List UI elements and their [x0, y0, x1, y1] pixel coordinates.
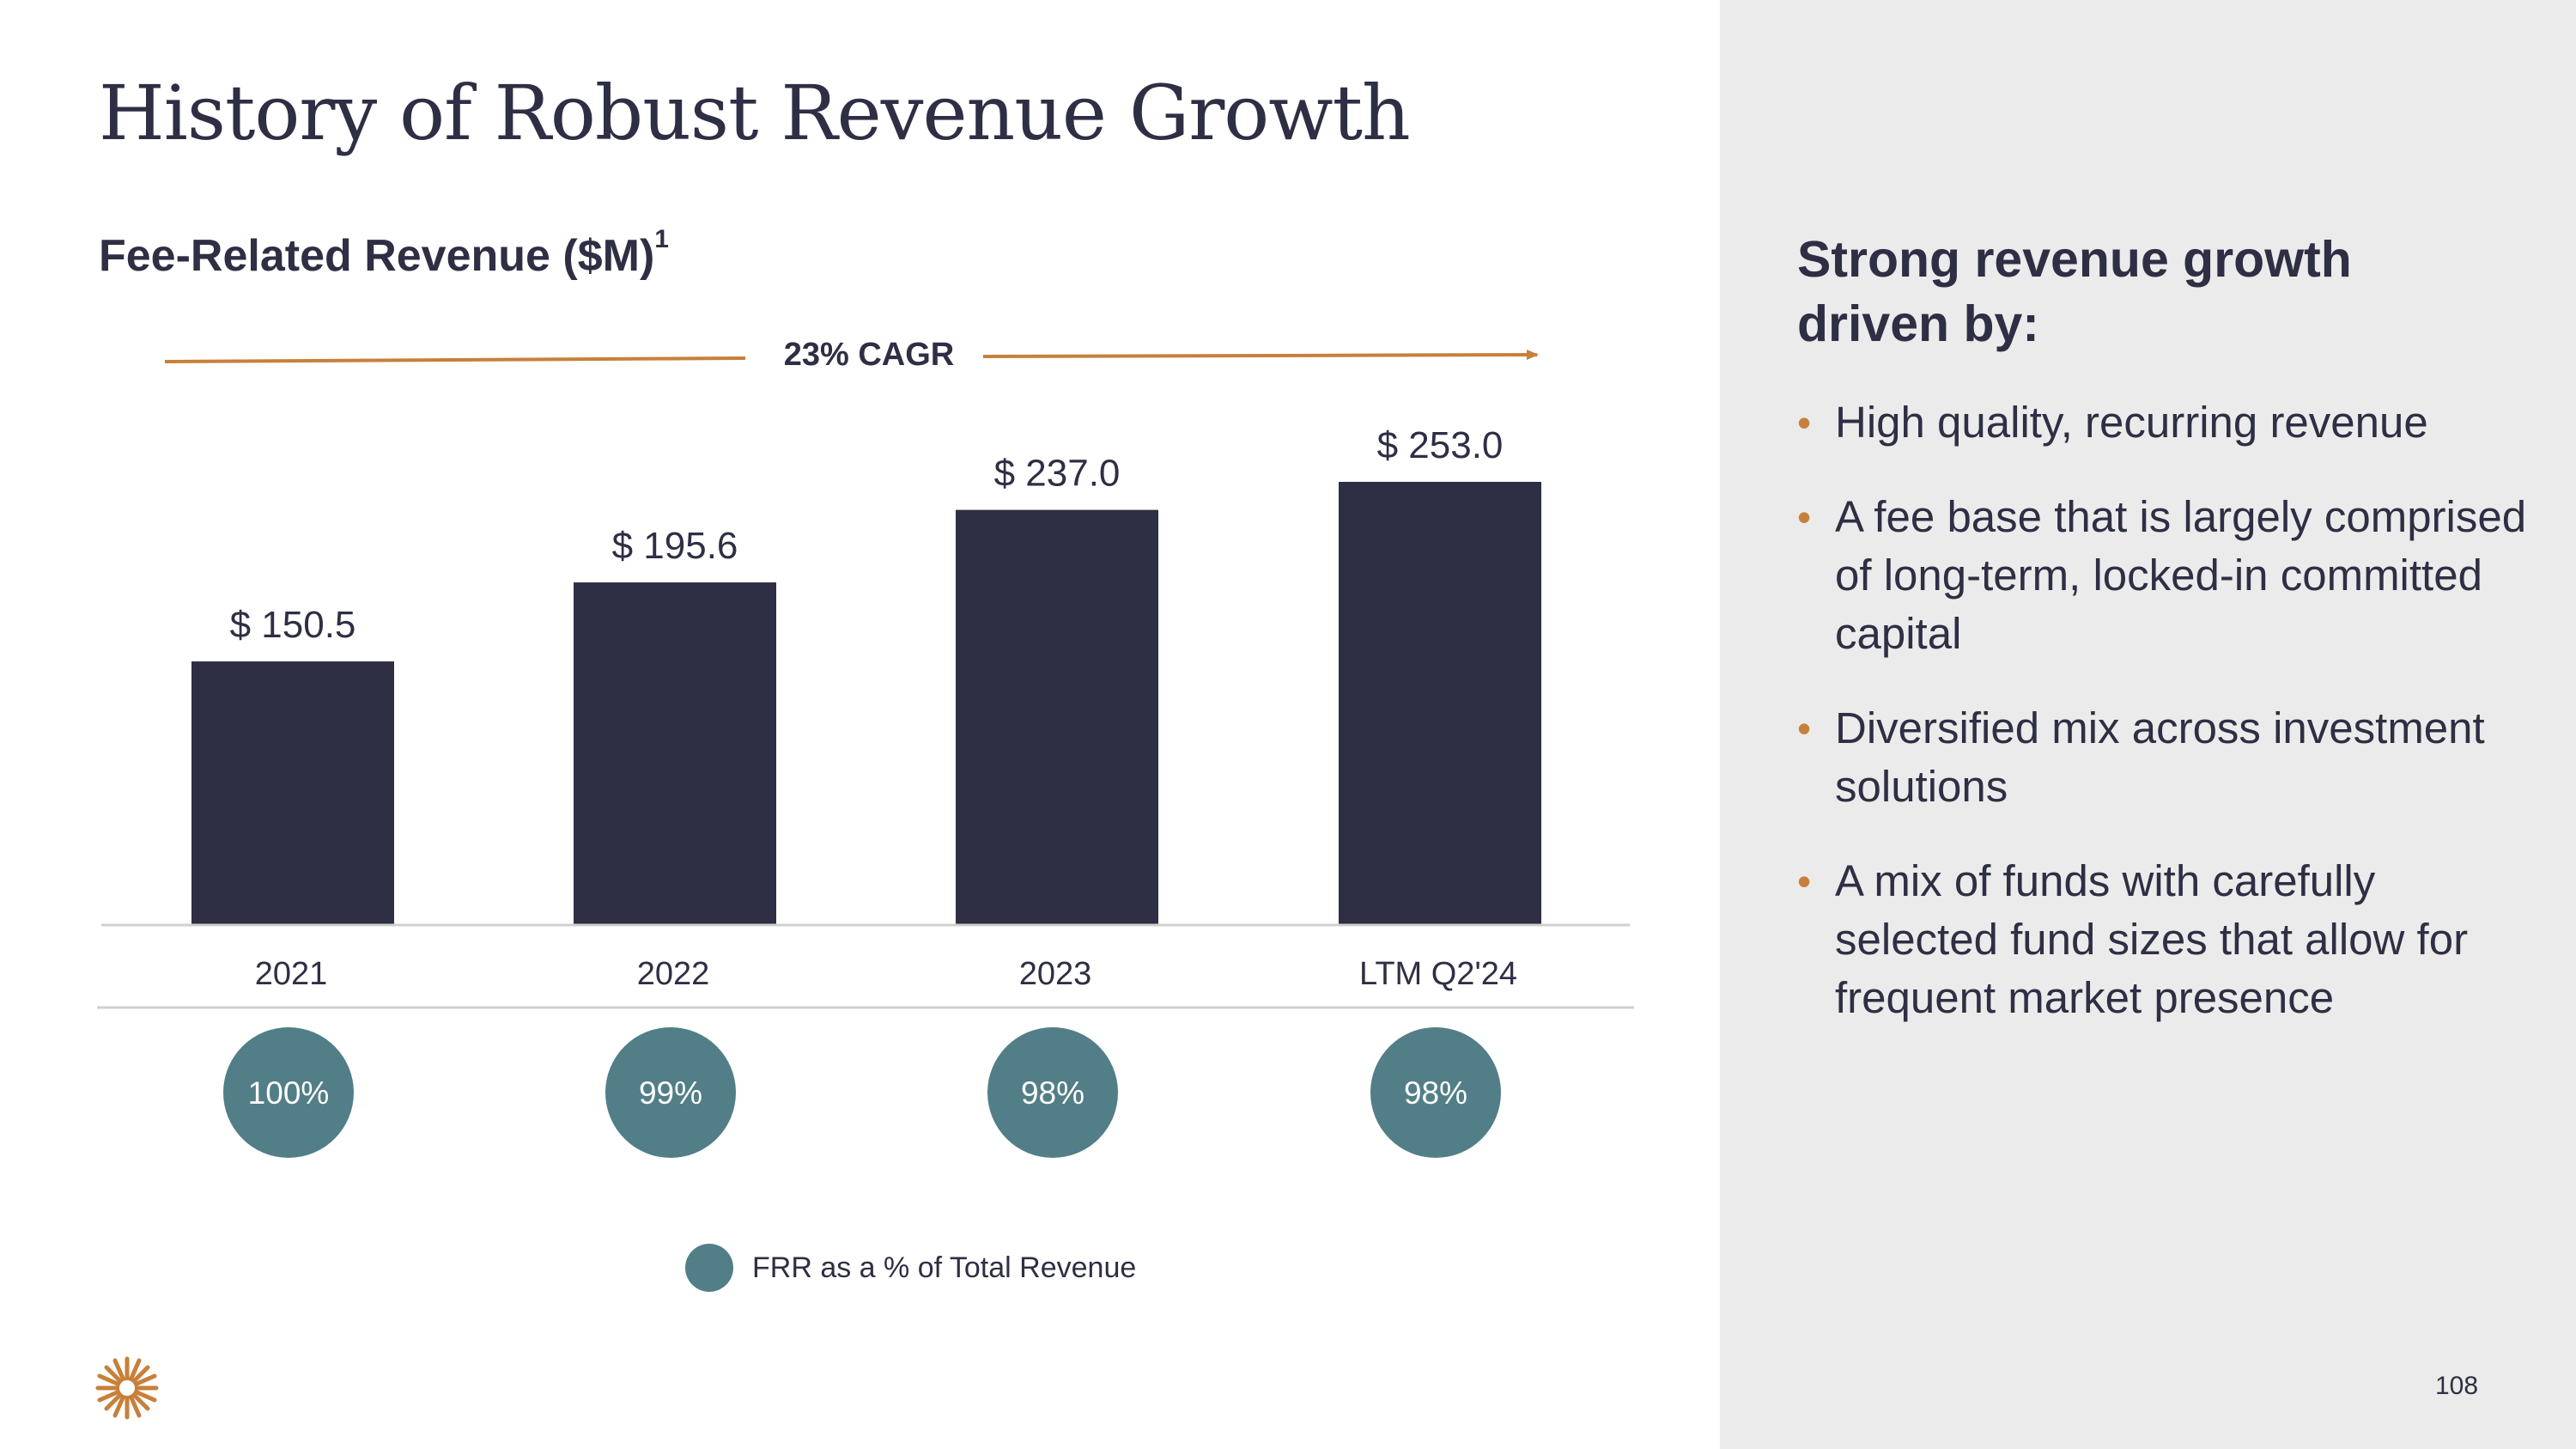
footnote-marker: 1: [654, 225, 669, 253]
bullet-item: • A mix of funds with carefully selected …: [1797, 852, 2536, 1027]
frr-pct-label-1: 99%: [639, 1075, 702, 1111]
frr-pct-label-2: 98%: [1021, 1075, 1084, 1111]
sidebar-heading: Strong revenue growth driven by:: [1797, 231, 2352, 352]
chart-legend: FRR as a % of Total Revenue: [685, 1244, 1136, 1292]
bullet-text: Diversified mix across investment soluti…: [1835, 703, 2485, 811]
chart-subtitle-text: Fee-Related Revenue ($M): [99, 231, 655, 281]
frr-circle-0: [223, 1027, 354, 1158]
star-burst-logo-icon: [95, 1356, 159, 1420]
bar-0: [191, 661, 394, 925]
legend-swatch: [685, 1244, 733, 1292]
bullet-text: High quality, recurring revenue: [1835, 398, 2428, 447]
bullet-item: • A fee base that is largely comprised of…: [1797, 488, 2536, 663]
bullet-icon: •: [1797, 495, 1812, 539]
category-label-2: 2023: [1019, 956, 1092, 992]
bar-3: [1339, 482, 1541, 925]
frr-circle-2: [987, 1027, 1118, 1158]
value-label-0: $ 150.5: [230, 604, 356, 646]
sidebar-bullet-list: • High quality, recurring revenue • A fee …: [1797, 393, 2536, 1063]
value-label-3: $ 253.0: [1377, 424, 1504, 466]
bullet-icon: •: [1797, 400, 1812, 445]
page-title: History of Robust Revenue Growth: [99, 69, 1411, 157]
frr-pct-label-3: 98%: [1404, 1075, 1467, 1111]
revenue-bar-chart: 23% CAGR $ 150.5 $ 195.6 $ 237.0 $ 253.0 20…: [97, 337, 1634, 1158]
category-label-1: 2022: [637, 956, 710, 992]
frr-circle-3: [1370, 1027, 1501, 1158]
value-label-2: $ 237.0: [994, 453, 1121, 495]
bullet-item: • Diversified mix across investment solut…: [1797, 699, 2536, 816]
bullet-icon: •: [1797, 706, 1812, 751]
bars-group: [191, 482, 1541, 925]
frr-circle-1: [605, 1027, 736, 1158]
category-label-3: LTM Q2'24: [1359, 956, 1517, 992]
cagr-arrow-left-line: [164, 356, 746, 363]
chart-subtitle: Fee-Related Revenue ($M)1: [99, 225, 669, 282]
value-label-1: $ 195.6: [612, 525, 738, 567]
bullet-text: A fee base that is largely comprised of …: [1835, 492, 2527, 658]
category-label-0: 2021: [255, 956, 328, 992]
bar-2: [956, 509, 1158, 925]
page-number: 108: [2435, 1372, 2479, 1400]
right-panel: [1720, 0, 2576, 1449]
frr-circles-group: 100% 99% 98% 98%: [223, 1027, 1501, 1158]
cagr-arrow-right-line: [982, 350, 1539, 361]
bullet-icon: •: [1797, 859, 1812, 904]
bar-1: [574, 582, 776, 925]
value-labels-group: $ 150.5 $ 195.6 $ 237.0 $ 253.0: [230, 424, 1504, 646]
legend-label: FRR as a % of Total Revenue: [752, 1251, 1137, 1284]
bullet-item: • High quality, recurring revenue: [1797, 393, 2536, 452]
bullet-text: A mix of funds with carefully selected f…: [1835, 856, 2469, 1022]
frr-pct-label-0: 100%: [248, 1075, 330, 1111]
cagr-label: 23% CAGR: [784, 337, 955, 373]
category-labels-group: 2021 2022 2023 LTM Q2'24: [255, 956, 1517, 992]
